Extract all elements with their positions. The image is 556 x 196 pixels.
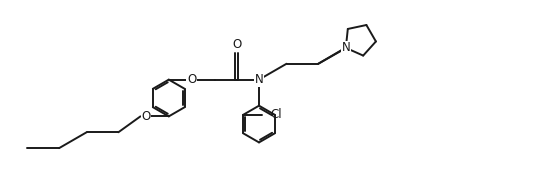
Text: Cl: Cl xyxy=(270,108,282,121)
Text: O: O xyxy=(141,110,151,123)
Text: O: O xyxy=(187,73,196,86)
Text: N: N xyxy=(255,73,264,86)
Text: O: O xyxy=(232,38,241,51)
Text: N: N xyxy=(341,41,350,54)
Text: N: N xyxy=(341,41,350,54)
